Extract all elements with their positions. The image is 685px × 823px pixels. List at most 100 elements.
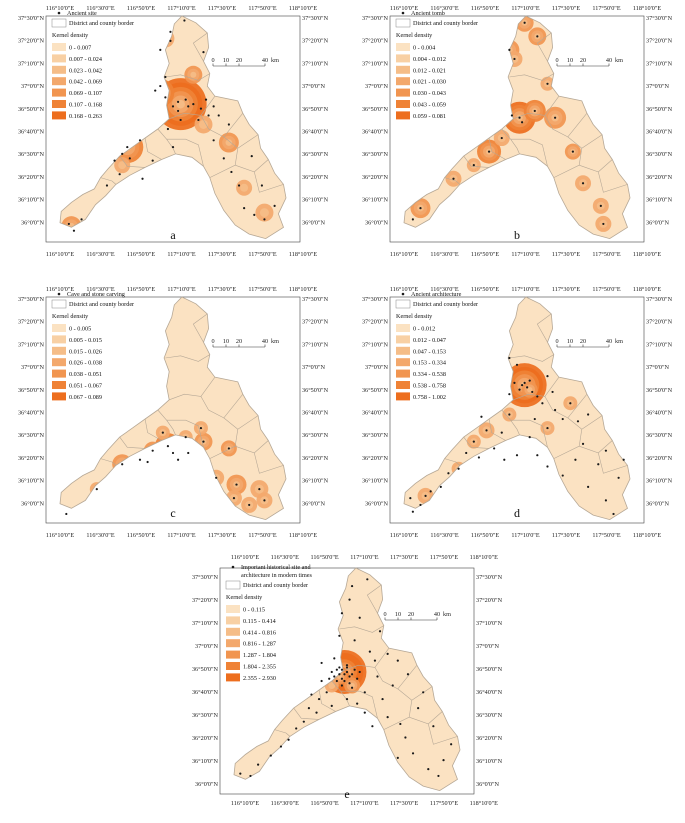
- site-point: [248, 503, 251, 507]
- y-tick-label-right: 36°10'0"N: [476, 758, 503, 765]
- legend-title: Cave and stone carving: [67, 291, 125, 298]
- legend-border-label: District and county border: [69, 301, 134, 308]
- panel-letter: a: [170, 228, 176, 242]
- density-ring: [156, 89, 164, 97]
- x-tick-label-bottom: 117°30'0"E: [390, 800, 418, 807]
- x-tick-label-top: 116°50'0"E: [127, 286, 155, 293]
- legend-class-swatch: [52, 358, 66, 367]
- y-tick-label-right: 36°0'0"N: [646, 219, 669, 226]
- y-tick-label-right: 37°0'0"N: [302, 83, 325, 90]
- density-ring: [240, 183, 249, 192]
- y-tick-label-left: 36°40'0"N: [192, 689, 219, 696]
- site-point: [258, 488, 261, 491]
- site-point: [386, 716, 389, 719]
- site-point: [515, 454, 519, 457]
- x-tick-label-top: 117°50'0"E: [430, 554, 458, 561]
- site-point: [113, 159, 116, 162]
- site-point: [528, 379, 531, 382]
- district-border: [374, 665, 418, 690]
- site-point: [417, 707, 420, 710]
- site-point: [239, 772, 242, 775]
- legend: Ancient site District and county border Ke…: [51, 10, 134, 120]
- district-border: [331, 680, 350, 707]
- site-point: [472, 440, 475, 443]
- map-frame: [45, 296, 301, 524]
- y-tick-label-left: 36°20'0"N: [192, 735, 219, 742]
- y-tick-label-right: 36°40'0"N: [646, 410, 673, 417]
- legend-class-label: 0 - 0.004: [413, 45, 435, 52]
- district-border: [192, 313, 208, 343]
- site-point: [561, 474, 564, 477]
- y-tick-label-left: 37°10'0"N: [362, 341, 389, 348]
- site-point: [307, 707, 310, 710]
- y-tick-label-right: 36°30'0"N: [476, 712, 503, 719]
- site-point: [269, 754, 272, 757]
- site-point: [207, 114, 210, 117]
- site-point: [202, 51, 205, 54]
- site-point: [561, 417, 564, 421]
- y-tick-label-right: 36°40'0"N: [476, 689, 503, 696]
- site-point: [350, 584, 354, 588]
- legend-class-swatch: [52, 335, 66, 344]
- density-ring: [160, 34, 170, 44]
- scale-unit: km: [615, 338, 623, 345]
- legend-class-label: 0.047 - 0.153: [413, 348, 446, 355]
- district-border: [501, 409, 520, 436]
- legend-density-title: Kernel density: [396, 32, 433, 39]
- site-point: [340, 677, 344, 680]
- legend-border-swatch: [51, 18, 67, 28]
- district-border: [119, 436, 146, 449]
- site-point: [171, 105, 175, 108]
- y-tick-label-left: 36°20'0"N: [362, 174, 389, 181]
- scale-label: 10: [223, 338, 229, 345]
- site-point: [406, 673, 410, 676]
- legend-class-label: 0.007 - 0.024: [69, 56, 102, 63]
- region-outline: [403, 296, 631, 521]
- x-tick-label-bottom: 117°10'0"E: [167, 532, 195, 539]
- x-tick-label-bottom: 116°10'0"E: [390, 532, 418, 539]
- scale-label: 10: [223, 57, 229, 64]
- site-point: [427, 768, 430, 771]
- y-tick-label-left: 36°30'0"N: [18, 432, 45, 439]
- site-point: [411, 752, 415, 755]
- site-point: [508, 48, 511, 52]
- district-border: [254, 171, 284, 193]
- site-point: [279, 745, 283, 748]
- site-point: [95, 488, 98, 491]
- x-tick-label-top: 116°30'0"E: [86, 286, 114, 293]
- legend-point-symbol: [57, 11, 61, 15]
- legend-title-line2: architecture in modern times: [241, 572, 313, 579]
- x-tick-label-top: 118°10'0"E: [289, 5, 317, 12]
- y-tick-label-right: 36°30'0"N: [646, 151, 673, 158]
- site-point: [396, 659, 399, 662]
- y-tick-label-left: 36°40'0"N: [362, 129, 389, 136]
- site-point: [508, 393, 511, 396]
- legend-class-label: 0.107 - 0.168: [69, 102, 102, 109]
- site-point: [368, 650, 371, 653]
- site-point: [523, 381, 526, 384]
- legend-class-label: 0.414 - 0.816: [243, 629, 276, 636]
- district-border: [166, 138, 204, 167]
- legend-density-title: Kernel density: [52, 32, 89, 39]
- site-point: [80, 218, 83, 221]
- site-point: [138, 139, 142, 142]
- site-point: [237, 184, 241, 187]
- scale-bar: 0 10 20 40 km: [555, 57, 623, 67]
- site-point: [439, 485, 442, 488]
- x-tick-label-top: 116°10'0"E: [46, 286, 74, 293]
- map-frame: [389, 296, 645, 524]
- x-tick-label-top: 117°10'0"E: [350, 554, 378, 561]
- site-point: [187, 451, 190, 455]
- y-tick-label-left: 36°50'0"N: [18, 106, 45, 113]
- y-tick-label-left: 37°0'0"N: [365, 364, 388, 371]
- site-point: [118, 173, 121, 176]
- site-point: [396, 756, 399, 759]
- site-point: [437, 774, 440, 778]
- legend-class-swatch: [52, 381, 66, 389]
- legend-class-swatch: [52, 77, 66, 86]
- y-tick-label-left: 37°30'0"N: [18, 15, 45, 22]
- site-point: [350, 673, 354, 676]
- legend-density-title: Kernel density: [226, 594, 263, 601]
- site-point: [371, 725, 374, 728]
- density-ring: [190, 71, 197, 78]
